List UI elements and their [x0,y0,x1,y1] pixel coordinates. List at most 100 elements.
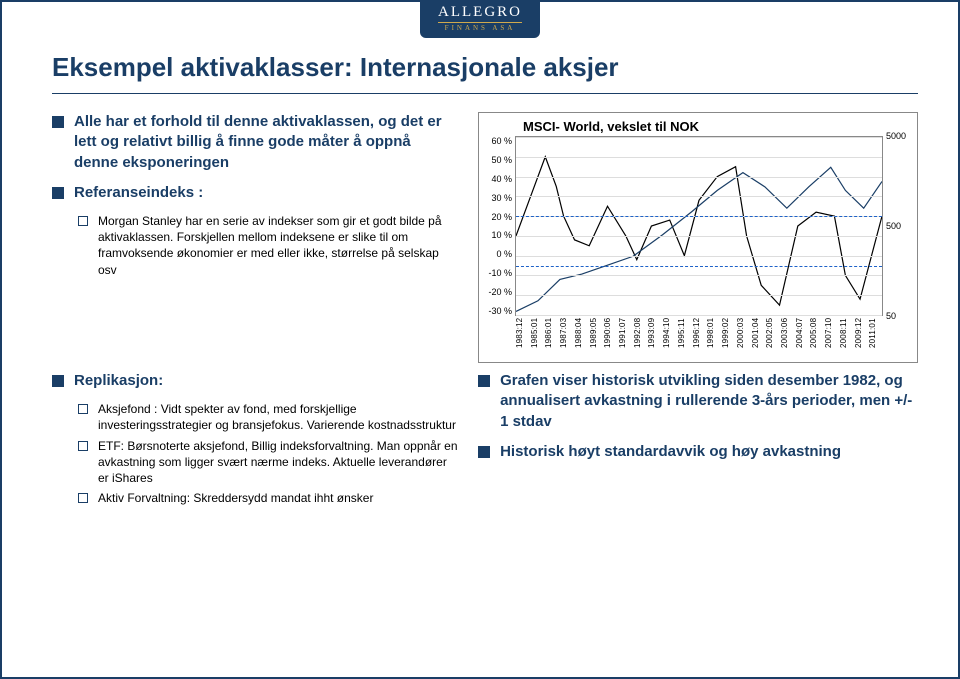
square-bullet-icon [52,116,64,128]
xaxis-tick: 2005:08 [809,318,824,360]
bullet-sub: Aksjefond : Vidt spekter av fond, med fo… [78,401,458,433]
brand-tab: ALLEGRO FINANS ASA [420,0,540,38]
square-outline-icon [78,441,88,451]
chart-gridline [516,137,882,138]
xaxis-tick: 2003:06 [780,318,795,360]
chart-gridline [516,177,882,178]
yaxis-left-tick: 10 % [491,230,512,240]
chart-series-main [516,157,882,305]
square-bullet-icon [478,446,490,458]
square-bullet-icon [52,375,64,387]
chart-gridline [516,236,882,237]
yaxis-right-tick: 500 [886,221,901,231]
xaxis-tick: 1998:01 [706,318,721,360]
chart-plot-area [515,136,883,316]
xaxis-tick: 2002:05 [765,318,780,360]
lower-right-col: Grafen viser historisk utvikling siden d… [478,371,918,520]
yaxis-left-tick: 0 % [496,249,512,259]
bullet-main: Alle har et forhold til denne aktivaklas… [52,112,458,173]
sub-bullet-text: Morgan Stanley har en serie av indekser … [98,213,458,278]
chart-xaxis: 1983:121985:011986:011987:031988:041989:… [515,318,883,360]
xaxis-tick: 1999:02 [721,318,736,360]
xaxis-tick: 1993:09 [647,318,662,360]
square-bullet-icon [52,187,64,199]
xaxis-tick: 1995:11 [677,318,692,360]
bullet-main: Historisk høyt standardavvik og høy avka… [478,442,918,462]
bullet-text: Historisk høyt standardavvik og høy avka… [500,442,841,462]
sub-bullet-text: Aksjefond : Vidt spekter av fond, med fo… [98,401,458,433]
sub-bullet-list: Morgan Stanley har en serie av indekser … [78,213,458,278]
sub-bullet-text: Aktiv Forvaltning: Skreddersydd mandat i… [98,490,373,506]
yaxis-left-tick: 40 % [491,174,512,184]
chart-gridline [516,256,882,257]
bullet-text: Replikasjon: [74,371,163,391]
yaxis-left-tick: 50 % [491,155,512,165]
xaxis-tick: 1986:01 [544,318,559,360]
title-rule [52,93,918,94]
yaxis-left-tick: 60 % [491,136,512,146]
chart-series-index [516,167,882,311]
xaxis-tick: 2008:11 [839,318,854,360]
chart-gridline [516,196,882,197]
bullet-sub: ETF: Børsnoterte aksjefond, Billig indek… [78,438,458,487]
bullet-main: Replikasjon: [52,371,458,391]
chart-gridline [516,295,882,296]
xaxis-tick: 1994:10 [662,318,677,360]
bullet-sub: Morgan Stanley har en serie av indekser … [78,213,458,278]
square-bullet-icon [478,375,490,387]
sub-bullet-text: ETF: Børsnoterte aksjefond, Billig indek… [98,438,458,487]
xaxis-tick: 2011:01 [868,318,883,360]
chart-gridline [516,315,882,316]
xaxis-tick: 2001:04 [751,318,766,360]
lower-columns: Replikasjon: Aksjefond : Vidt spekter av… [52,371,918,520]
brand-name: ALLEGRO [438,4,522,21]
brand-subtitle: FINANS ASA [438,22,522,32]
xaxis-tick: 2007:10 [824,318,839,360]
xaxis-tick: 2000:03 [736,318,751,360]
bullet-main: Referanseindeks : [52,183,458,203]
chart-title: MSCI- World, vekslet til NOK [523,119,913,134]
bullet-text: Grafen viser historisk utvikling siden d… [500,371,918,432]
chart-gridline [516,275,882,276]
square-outline-icon [78,216,88,226]
chart-band-line [516,216,882,217]
chart-band-line [516,266,882,267]
square-outline-icon [78,404,88,414]
xaxis-tick: 1996:12 [692,318,707,360]
upper-right-col: MSCI- World, vekslet til NOK 60 % 50 % 40 … [478,112,918,363]
xaxis-tick: 1985:01 [530,318,545,360]
xaxis-tick: 1983:12 [515,318,530,360]
bullet-sub: Aktiv Forvaltning: Skreddersydd mandat i… [78,490,458,506]
lower-left-col: Replikasjon: Aksjefond : Vidt spekter av… [52,371,458,520]
chart-yaxis-right: 500050050 [883,136,913,316]
upper-left-col: Alle har et forhold til denne aktivaklas… [52,112,458,363]
yaxis-left-tick: -20 % [488,287,512,297]
bullet-text: Referanseindeks : [74,183,203,203]
yaxis-right-tick: 5000 [886,131,906,141]
yaxis-left-tick: -30 % [488,306,512,316]
sub-bullet-list: Aksjefond : Vidt spekter av fond, med fo… [78,401,458,506]
xaxis-tick: 2004:07 [795,318,810,360]
chart-container: MSCI- World, vekslet til NOK 60 % 50 % 40 … [478,112,918,363]
xaxis-tick: 1987:03 [559,318,574,360]
xaxis-tick: 1992:08 [633,318,648,360]
xaxis-tick: 1991:07 [618,318,633,360]
chart-plot-wrap: 60 %50 %40 %30 %20 %10 %0 %-10 %-20 %-30… [483,136,913,316]
bullet-text: Alle har et forhold til denne aktivaklas… [74,112,458,173]
square-outline-icon [78,493,88,503]
yaxis-left-tick: 30 % [491,193,512,203]
yaxis-left-tick: -10 % [488,268,512,278]
slide-frame: ALLEGRO FINANS ASA Eksempel aktivaklasse… [0,0,960,679]
upper-columns: Alle har et forhold til denne aktivaklas… [52,112,918,363]
xaxis-tick: 1989:05 [589,318,604,360]
xaxis-tick: 2009:12 [854,318,869,360]
xaxis-tick: 1988:04 [574,318,589,360]
xaxis-tick: 1990:06 [603,318,618,360]
yaxis-right-tick: 50 [886,311,896,321]
chart-svg [516,137,882,315]
page-title: Eksempel aktivaklasser: Internasjonale a… [52,52,918,83]
content-area: Eksempel aktivaklasser: Internasjonale a… [2,2,958,540]
bullet-main: Grafen viser historisk utvikling siden d… [478,371,918,432]
chart-gridline [516,157,882,158]
chart-yaxis-left: 60 %50 %40 %30 %20 %10 %0 %-10 %-20 %-30… [483,136,515,316]
